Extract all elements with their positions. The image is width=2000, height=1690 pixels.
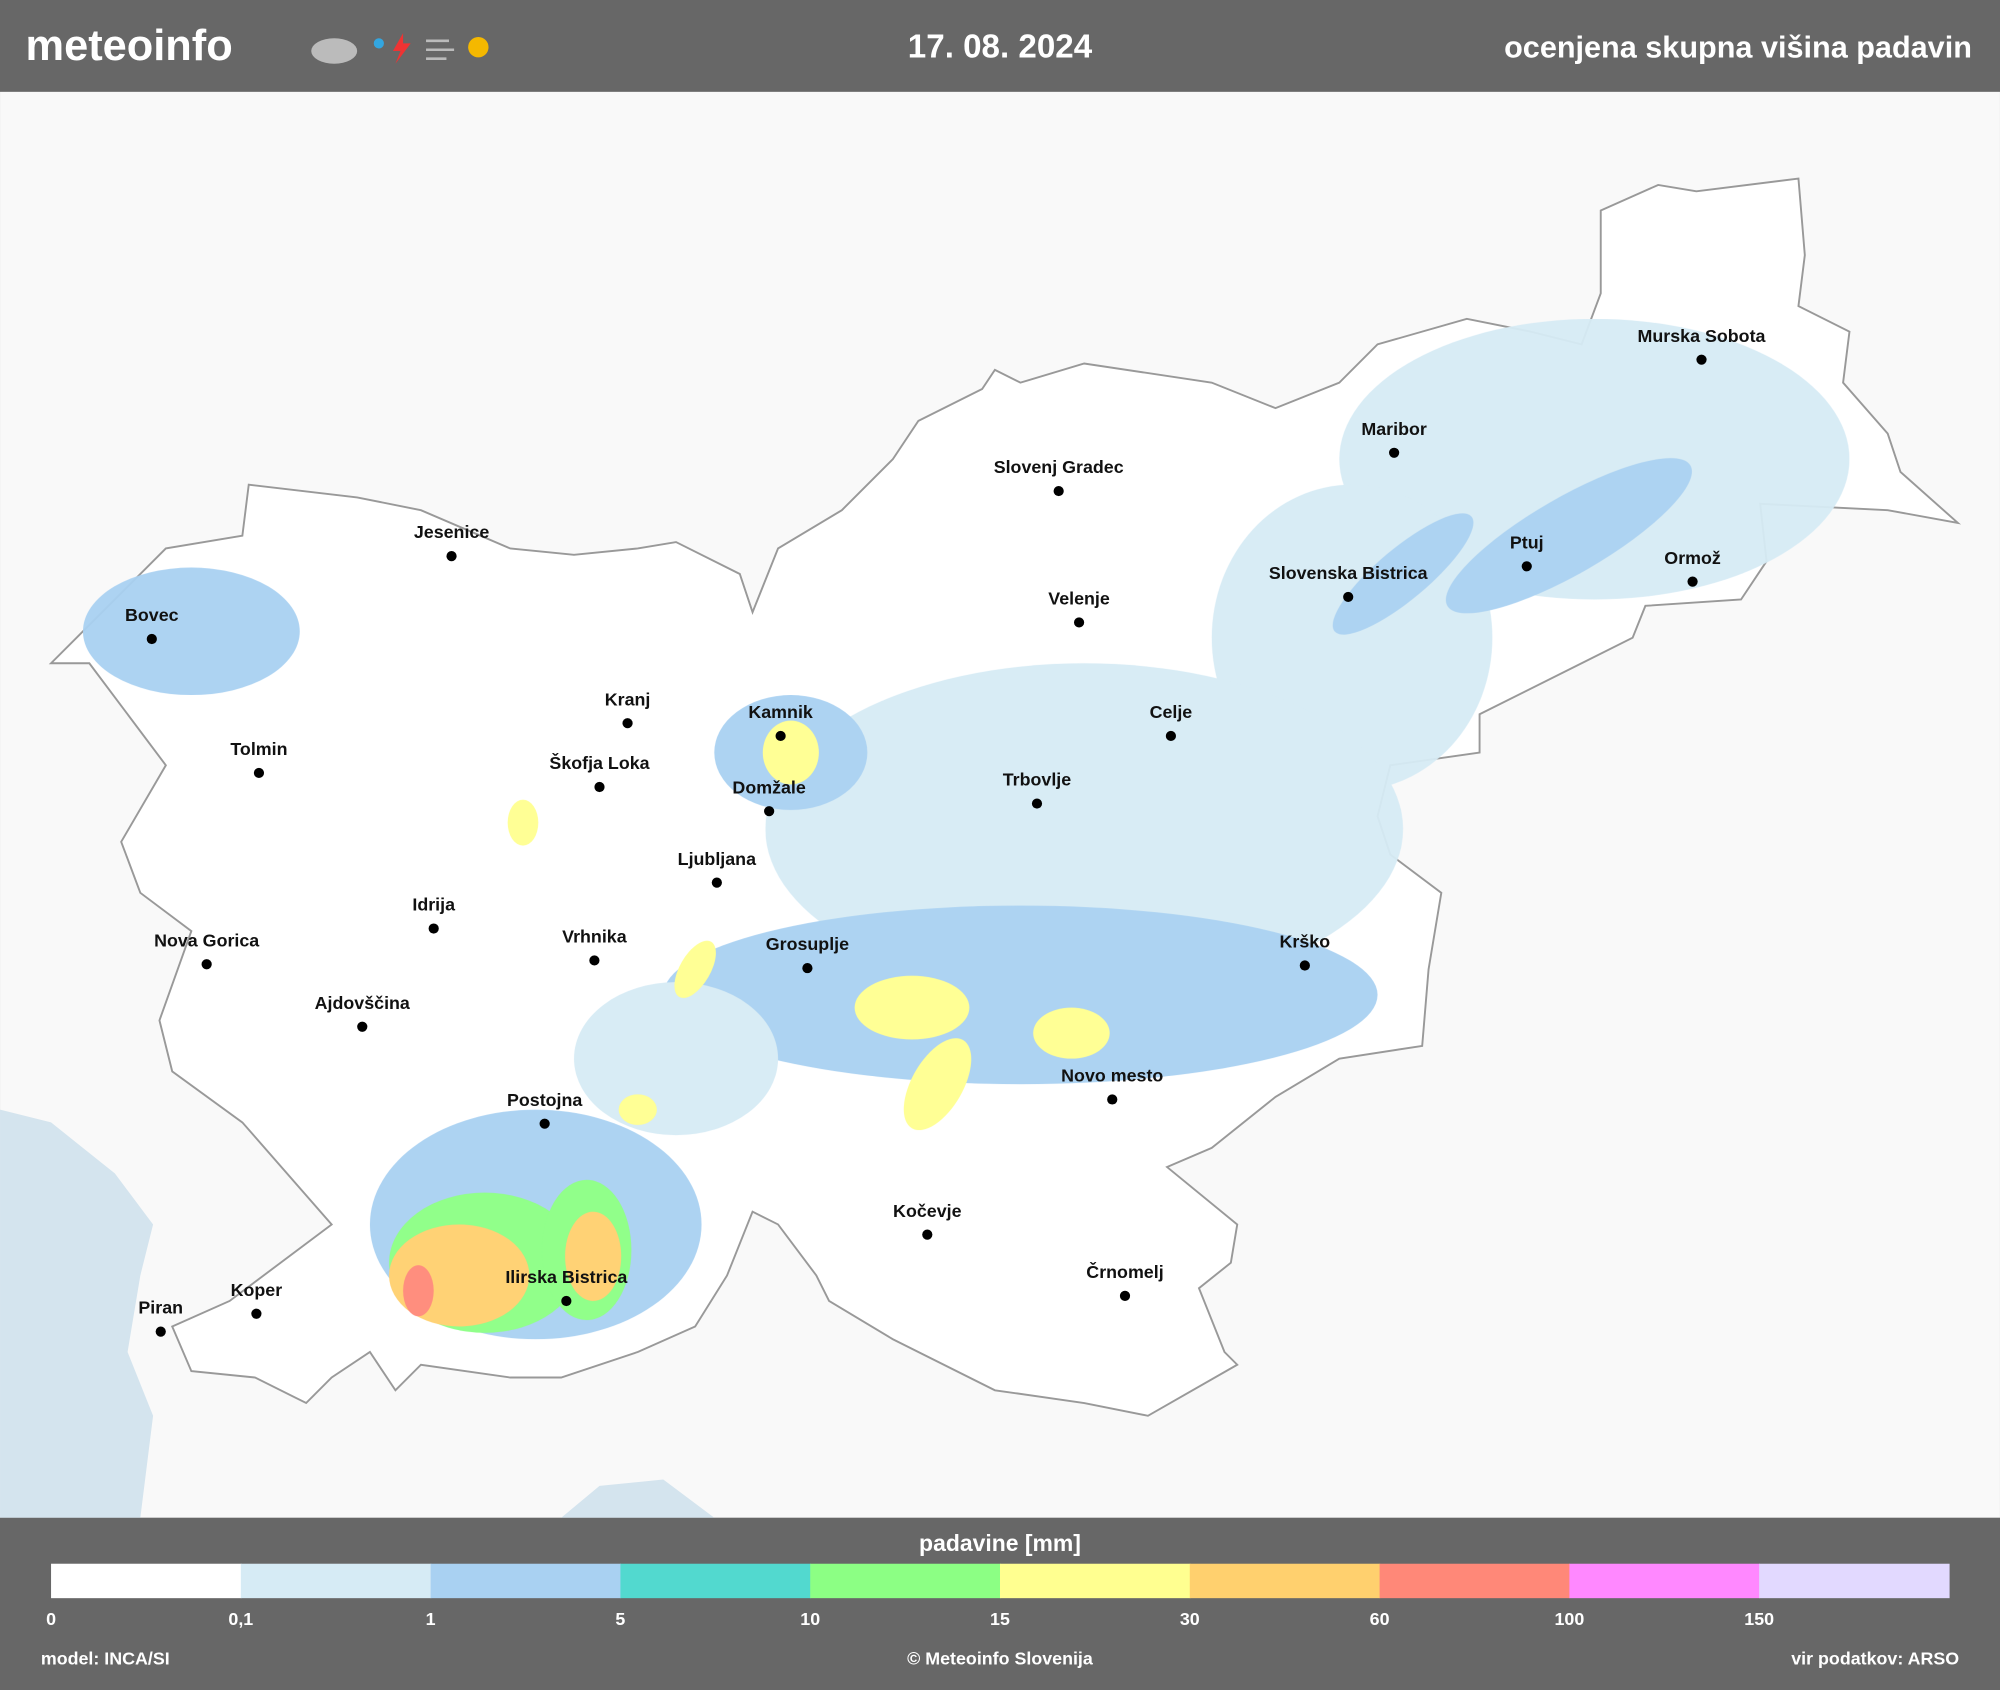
city-dot xyxy=(922,1229,933,1240)
footer-source: vir podatkov: ARSO xyxy=(1791,1648,1959,1668)
colorbar-segment xyxy=(1569,1563,1760,1599)
weather-icons xyxy=(311,33,489,64)
city-label: Postojna xyxy=(507,1090,583,1110)
city-label: Domžale xyxy=(732,777,805,797)
city-dot xyxy=(802,962,813,974)
city-label: Krško xyxy=(1280,932,1331,952)
city-label: Vrhnika xyxy=(562,927,628,947)
city-dot xyxy=(155,1326,166,1337)
city-label: Kamnik xyxy=(748,702,813,722)
colorbar-segment xyxy=(1000,1563,1191,1599)
city-dot xyxy=(1107,1094,1118,1105)
city-label: Idrija xyxy=(412,895,456,915)
colorbar-tick-label: 15 xyxy=(990,1609,1010,1629)
colorbar-tick-label: 10 xyxy=(800,1609,820,1629)
city-label: Velenje xyxy=(1048,589,1110,609)
colorbar-tick-label: 60 xyxy=(1370,1609,1390,1629)
city-dot xyxy=(1343,591,1354,603)
city-label: Tolmin xyxy=(230,739,287,759)
header-title: ocenjena skupna višina padavin xyxy=(1504,30,1972,64)
sea xyxy=(0,1109,715,1518)
colorbar-segment xyxy=(240,1563,432,1599)
city-dot xyxy=(1053,485,1064,497)
legend-title: padavine [mm] xyxy=(919,1530,1081,1556)
city-dot xyxy=(561,1295,572,1307)
city-dot xyxy=(1165,730,1177,742)
city-label: Maribor xyxy=(1361,419,1426,439)
city-dot xyxy=(589,955,600,966)
city-label: Črnomelj xyxy=(1086,1261,1163,1282)
colorbar-segment xyxy=(810,1563,1001,1599)
city-dot xyxy=(711,877,722,888)
city-dot xyxy=(428,923,439,934)
city-dot xyxy=(1389,447,1400,458)
colorbar-tick-label: 1 xyxy=(426,1609,436,1629)
city-dot xyxy=(775,730,786,742)
colorbar-segment xyxy=(1379,1563,1571,1599)
city-dot xyxy=(146,633,157,645)
footer-copyright: © Meteoinfo Slovenija xyxy=(907,1648,1094,1668)
city-label: Ptuj xyxy=(1510,532,1544,552)
city-label: Celje xyxy=(1150,702,1193,722)
colorbar-tick-label: 30 xyxy=(1180,1609,1200,1629)
colorbar-tick-label: 5 xyxy=(615,1609,625,1629)
city-dot xyxy=(357,1021,368,1032)
city-label: Murska Sobota xyxy=(1638,326,1767,346)
city-dot xyxy=(1031,798,1043,809)
legend-panel xyxy=(0,1517,2000,1690)
colorbar-tick-label: 0,1 xyxy=(228,1609,253,1629)
city-label: Trbovlje xyxy=(1003,770,1071,790)
city-dot xyxy=(1073,617,1085,628)
colorbar-segment xyxy=(1189,1563,1381,1599)
city-label: Piran xyxy=(138,1298,183,1318)
city-label: Slovenska Bistrica xyxy=(1269,563,1429,583)
city-label: Kočevje xyxy=(893,1201,962,1221)
city-label: Grosuplje xyxy=(766,934,849,954)
city-dot xyxy=(251,1308,262,1319)
colorbar-tick-label: 100 xyxy=(1554,1609,1584,1629)
colorbar-segment xyxy=(430,1563,622,1599)
colorbar-tick-label: 0 xyxy=(46,1609,56,1629)
city-label: Ljubljana xyxy=(678,849,757,869)
city-label: Bovec xyxy=(125,605,179,625)
colorbar-segment xyxy=(1759,1563,1950,1599)
city-label: Novo mesto xyxy=(1061,1066,1163,1086)
city-label: Nova Gorica xyxy=(154,930,260,950)
city-dot xyxy=(539,1118,550,1129)
city-dot xyxy=(594,781,605,793)
city-dot xyxy=(764,806,775,817)
city-dot xyxy=(1521,561,1532,572)
precipitation-field xyxy=(82,318,1850,1340)
city-dot xyxy=(253,767,265,779)
colorbar-segment xyxy=(620,1563,811,1599)
city-dot xyxy=(1119,1290,1131,1301)
city-dot xyxy=(622,718,633,729)
city-label: Kranj xyxy=(605,689,651,709)
city-label: Slovenj Gradec xyxy=(994,457,1124,477)
logo: meteoinfo xyxy=(26,22,233,70)
city-label: Ormož xyxy=(1664,548,1721,568)
footer-model: model: INCA/SI xyxy=(41,1648,170,1668)
city-dot xyxy=(1299,960,1310,971)
city-dot xyxy=(1687,576,1698,587)
colorbar: 0 0,1 1 5 10 15 30 60 100 150 xyxy=(46,1563,1950,1629)
city-label: Koper xyxy=(231,1280,283,1300)
date: 17. 08. 2024 xyxy=(908,28,1093,65)
cities: Murska Sobota Maribor Slovenj Gradec Ptuj Or… xyxy=(125,326,1767,1337)
city-dot xyxy=(201,959,212,970)
city-label: Škofja Loka xyxy=(549,752,650,773)
colorbar-tick-label: 150 xyxy=(1744,1609,1774,1629)
city-label: Jesenice xyxy=(414,522,489,542)
colorbar-segment xyxy=(51,1563,242,1599)
city-dot xyxy=(446,551,457,562)
city-dot xyxy=(1696,354,1707,365)
city-label: Ilirska Bistrica xyxy=(505,1267,628,1287)
city-label: Ajdovščina xyxy=(315,993,411,1013)
